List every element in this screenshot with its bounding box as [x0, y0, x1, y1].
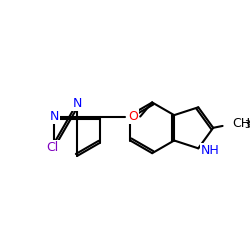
Text: N: N: [50, 110, 59, 123]
Text: N: N: [72, 97, 82, 110]
Text: O: O: [128, 110, 138, 123]
Text: Cl: Cl: [46, 141, 58, 154]
Text: NH: NH: [201, 144, 220, 157]
Text: 3: 3: [244, 120, 250, 130]
Text: CH: CH: [232, 116, 250, 130]
